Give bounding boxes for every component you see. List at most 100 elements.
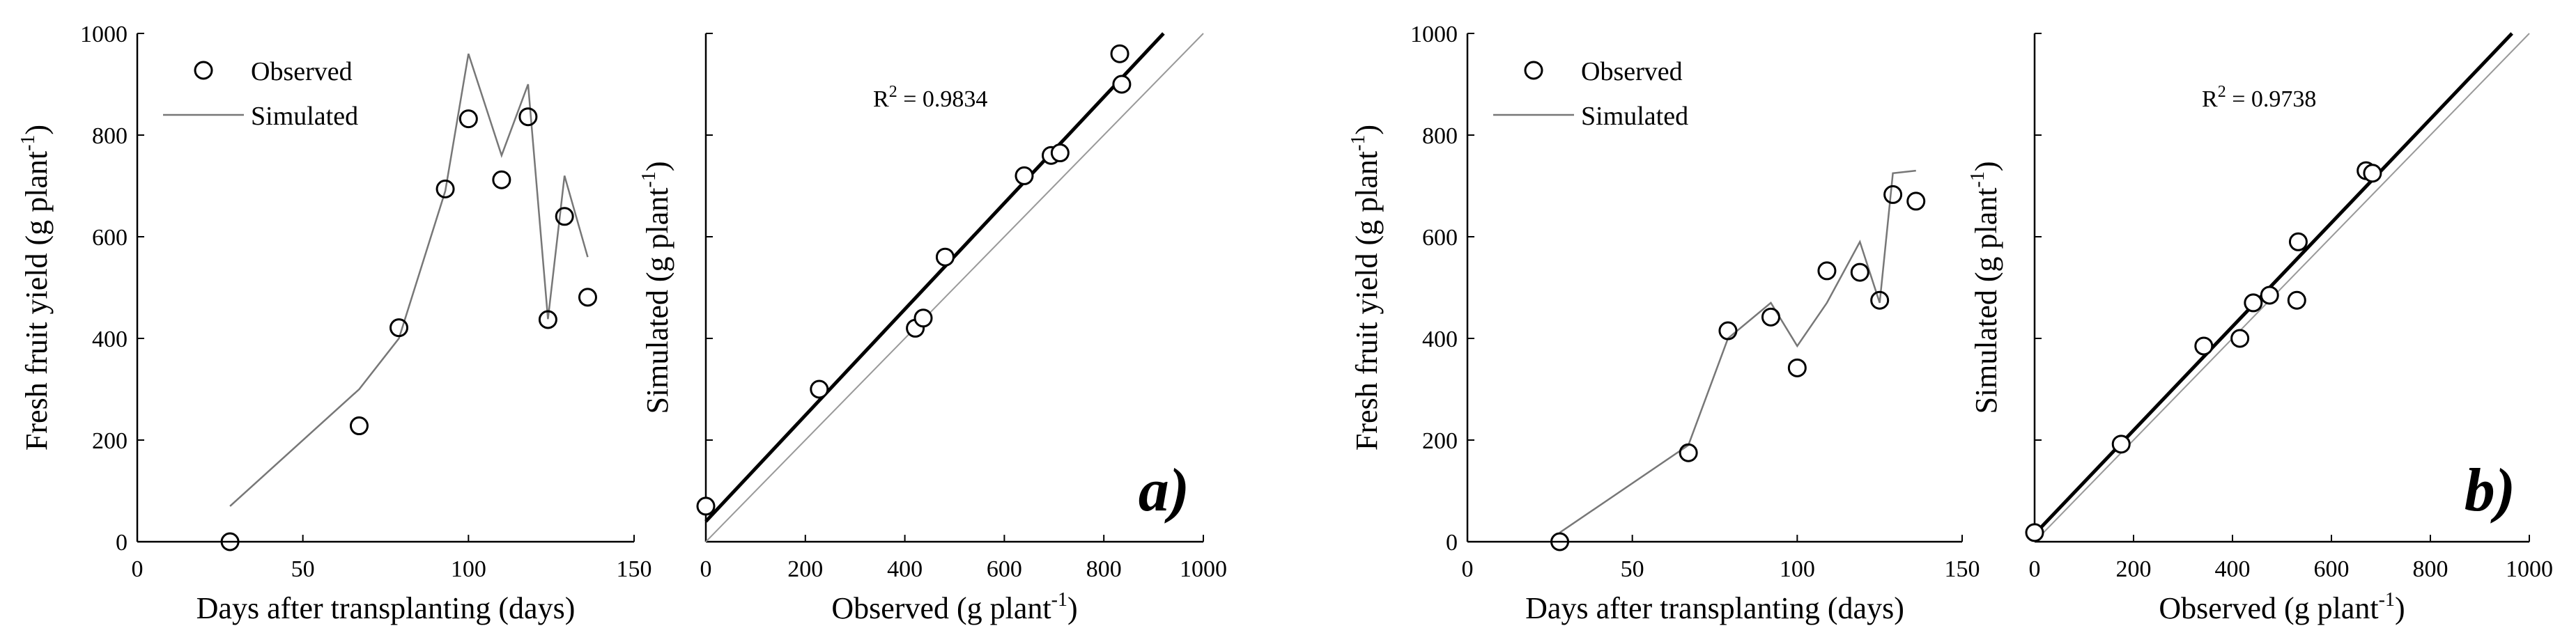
r2-sup: 2 — [889, 83, 897, 101]
fit-line — [2033, 32, 2513, 535]
x-axis-label-close: ) — [1067, 591, 1078, 625]
x-tick-label: 50 — [1621, 556, 1644, 582]
scatter-point — [696, 496, 716, 516]
scatter-point — [1015, 166, 1034, 185]
x-tick-label: 600 — [2314, 556, 2350, 582]
observed-point — [492, 170, 511, 189]
y-tick-label: 200 — [1422, 428, 1458, 454]
observed-point — [1817, 261, 1837, 281]
legend-observed-marker — [1524, 61, 1543, 80]
r2-sup: 2 — [2218, 83, 2226, 101]
scatter-point — [935, 247, 955, 267]
y-tick-label: 1000 — [80, 22, 128, 47]
y-tick-label: 600 — [92, 225, 128, 251]
scatter-point — [2287, 290, 2306, 310]
x-tick-label: 1000 — [1180, 556, 1227, 582]
panel-b-time: 0 50 100 150 0 200 400 600 800 1000 Days after tra… — [1348, 22, 1980, 625]
x-tick-label: 0 — [132, 556, 144, 582]
scatter-point — [2260, 285, 2279, 305]
y-axis-label-sup: -1 — [638, 171, 660, 187]
x-tick-label: 50 — [291, 556, 315, 582]
y-axis-label-close: ) — [1350, 125, 1384, 135]
observed-point — [435, 179, 455, 198]
r2-annotation: R2 = 0.9738 — [2202, 83, 2316, 112]
y-axis-label: Fresh fruit yield (g plant-1) — [1348, 125, 1384, 451]
observed-point — [1679, 443, 1698, 462]
y-axis-label-text: Simulated (g plant — [1969, 187, 2003, 414]
scatter-point — [2111, 434, 2131, 454]
simulated-series-line — [1559, 169, 1916, 533]
x-tick-label: 400 — [2215, 556, 2251, 582]
y-tick-label: 200 — [92, 428, 128, 454]
legend-simulated-label: Simulated — [1581, 102, 1688, 131]
x-axis-label-close: ) — [2395, 591, 2405, 625]
r2-label: R — [2202, 86, 2218, 112]
x-tick-label: 800 — [1086, 556, 1122, 582]
y-tick-label: 400 — [1422, 327, 1458, 352]
r2-label: R — [873, 86, 889, 112]
x-axis-label-sup: -1 — [1051, 589, 1067, 611]
x-axis-label-text: Observed (g plant — [831, 591, 1051, 625]
x-tick-label: 1000 — [2506, 556, 2553, 582]
scatter-point — [1050, 143, 1070, 163]
fit-line — [704, 32, 1165, 523]
y-axis-label-sup: -1 — [1348, 135, 1369, 151]
scatter-point — [2363, 164, 2382, 183]
x-axis-label: Observed (g plant-1) — [831, 589, 1077, 625]
panel-tag: a) — [1139, 457, 1189, 524]
x-axis-label-text: Days after transplanting (days) — [1525, 591, 1904, 625]
y-axis-label-close: ) — [1969, 161, 2003, 171]
scatter-point — [2244, 293, 2263, 313]
r2-value: = 0.9834 — [897, 86, 988, 112]
x-tick-label: 0 — [1462, 556, 1474, 582]
observed-point — [1718, 321, 1738, 340]
x-tick-label: 800 — [2413, 556, 2448, 582]
x-axis-label: Days after transplanting (days) — [1525, 591, 1904, 625]
x-tick-label: 600 — [987, 556, 1022, 582]
observed-point — [1787, 358, 1807, 377]
x-axis-label: Days after transplanting (days) — [196, 591, 576, 625]
identity-line — [2034, 33, 2530, 542]
observed-point — [518, 107, 538, 127]
observed-point — [555, 207, 574, 226]
y-axis-label-text: Fresh fruit yield (g plant — [20, 151, 54, 451]
scatter-point — [2230, 329, 2250, 348]
x-tick-label: 400 — [887, 556, 923, 582]
scatter-point — [810, 379, 829, 399]
x-tick-label: 0 — [700, 556, 712, 582]
y-axis-label-close: ) — [20, 125, 54, 135]
panel-a-time: 0 50 100 150 0 200 400 600 800 1000 Days after tra… — [17, 22, 652, 625]
scatter-point — [1112, 75, 1132, 94]
observed-point — [578, 288, 597, 307]
x-axis-label-text: Observed (g plant — [2159, 591, 2378, 625]
y-axis-label: Simulated (g plant-1) — [1967, 161, 2003, 414]
x-axis-label-sup: -1 — [2379, 589, 2395, 611]
y-axis-label-sup: -1 — [17, 135, 39, 151]
x-axis-label-text: Days after transplanting (days) — [196, 591, 576, 625]
observed-point — [349, 416, 369, 436]
x-axis-label: Observed (g plant-1) — [2159, 589, 2405, 625]
r2-annotation: R2 = 0.9834 — [873, 83, 987, 112]
identity-line — [705, 33, 1204, 542]
x-tick-label: 200 — [787, 556, 823, 582]
observed-point — [1883, 185, 1903, 204]
y-tick-label: 800 — [1422, 123, 1458, 149]
observed-point — [458, 109, 478, 129]
y-axis-label-sup: -1 — [1967, 171, 1989, 187]
x-tick-label: 150 — [1945, 556, 1980, 582]
y-tick-label: 0 — [116, 530, 128, 556]
y-axis-label: Fresh fruit yield (g plant-1) — [17, 125, 54, 451]
observed-point — [1850, 263, 1869, 282]
y-tick-label: 800 — [92, 123, 128, 149]
x-tick-label: 100 — [451, 556, 486, 582]
observed-point — [1870, 290, 1890, 310]
observed-point — [1550, 532, 1570, 551]
legend-observed-label: Observed — [1581, 57, 1683, 86]
r2-value: = 0.9738 — [2226, 86, 2317, 112]
legend-observed-label: Observed — [251, 57, 353, 86]
y-tick-label: 600 — [1422, 225, 1458, 251]
y-tick-label: 400 — [92, 327, 128, 352]
